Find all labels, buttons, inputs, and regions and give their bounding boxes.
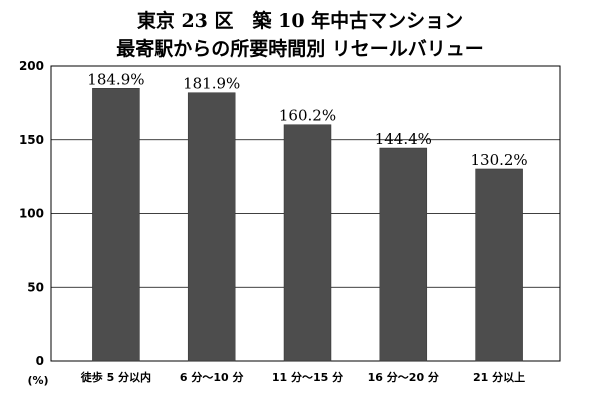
y-tick-label: 100 bbox=[19, 207, 44, 221]
y-tick-label: 150 bbox=[19, 133, 44, 147]
category-label: 徒歩 5 分以内 bbox=[80, 370, 151, 384]
y-tick-label: 50 bbox=[27, 280, 44, 294]
data-label: 144.4% bbox=[375, 130, 432, 148]
y-axis-unit: (%) bbox=[27, 374, 48, 387]
category-label: 11 分～15 分 bbox=[272, 370, 343, 384]
bar bbox=[92, 88, 140, 362]
chart-title-line1: 東京 23 区 築 10 年中古マンション bbox=[137, 9, 463, 32]
category-label: 21 分以上 bbox=[473, 370, 525, 384]
bars bbox=[92, 88, 523, 362]
category-labels: 徒歩 5 分以内 6 分～10 分 11 分～15 分 16 分～20 分 21 分以上 bbox=[80, 370, 525, 384]
bar bbox=[283, 124, 332, 362]
bar bbox=[379, 147, 428, 362]
category-label: 6 分～10 分 bbox=[180, 370, 244, 384]
data-labels: 184.9% 181.9% 160.2% 144.4% 130.2% bbox=[87, 70, 527, 169]
data-label: 130.2% bbox=[470, 151, 527, 169]
y-tick-label: 0 bbox=[36, 354, 44, 368]
bar bbox=[187, 92, 236, 362]
data-label: 184.9% bbox=[87, 70, 144, 88]
category-label: 16 分～20 分 bbox=[368, 370, 439, 384]
y-axis-ticks: 0 50 100 150 200 bbox=[19, 59, 44, 368]
y-tick-label: 200 bbox=[19, 59, 44, 73]
data-label: 181.9% bbox=[183, 75, 240, 93]
bar bbox=[475, 168, 523, 362]
chart-title-line2: 最寄駅からの所要時間別 リセールバリュー bbox=[116, 37, 484, 60]
data-label: 160.2% bbox=[279, 107, 336, 125]
